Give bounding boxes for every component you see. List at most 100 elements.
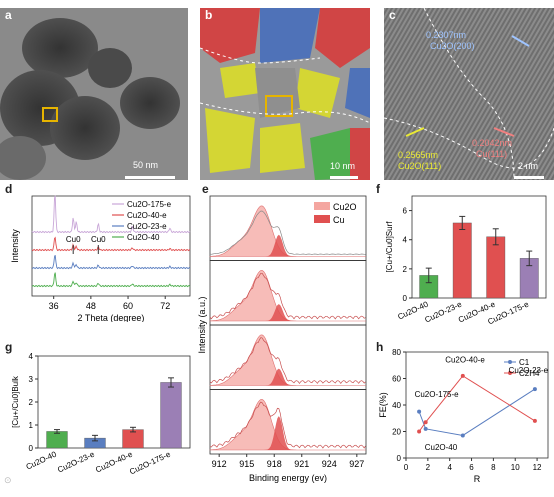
xps-subplot-frame: [209, 389, 367, 455]
legend-entry: C2H4: [519, 369, 540, 378]
lattice-plane-label: Cu(111): [476, 149, 508, 159]
xps-raw-spectrum: [209, 337, 366, 384]
category-label: Cu2O-23-e: [56, 449, 96, 474]
x-tick-label: 8: [491, 463, 496, 472]
point-annotation: Cu2O-23-e: [509, 366, 549, 375]
panel-f-label: f: [376, 182, 380, 196]
scale-bar-b-label: 10 nm: [330, 161, 356, 171]
x-axis-label: Binding energy (ev): [249, 473, 327, 483]
y-tick-label: 6: [403, 207, 408, 216]
y-tick-label: 3: [29, 375, 34, 384]
panel-b-hrtem-image: b 10 nm: [200, 8, 370, 180]
x-tick-label: 60: [123, 301, 133, 311]
y-tick-label: 2: [29, 398, 34, 407]
lattice-spacing-label: 0.2565nm: [398, 150, 439, 160]
panel-a-label: a: [5, 8, 12, 22]
data-point: [532, 387, 537, 392]
data-point: [423, 420, 428, 425]
panel-a-tem-image: a 50 nm: [0, 8, 188, 180]
xps-raw-spectrum: [209, 272, 366, 320]
y-tick-label: 80: [392, 348, 401, 357]
x-axis-label: 2 Theta (degree): [78, 313, 145, 322]
data-point: [423, 426, 428, 431]
x-tick-label: 12: [533, 463, 542, 472]
x-tick-label: 924: [322, 459, 337, 469]
panel-e-xps-chart: e Cu2O Cu 912 915 918 921 924 927 Binding energy…: [196, 182, 372, 492]
x-tick-label: 915: [239, 459, 254, 469]
y-tick-label: 4: [403, 236, 408, 245]
data-point: [460, 433, 465, 438]
panel-g-label: g: [5, 340, 13, 354]
y-tick-label: 4: [29, 352, 34, 361]
bulk-ratio-bars: 01234[Cu+/Cu0]BulkCu2O-40Cu2O-23-eCu2O-4…: [11, 352, 191, 476]
cu2o-component-area: [209, 205, 366, 257]
x-tick-label: 918: [267, 459, 282, 469]
legend-entry: C1: [519, 358, 530, 367]
legend-entry: Cu: [333, 215, 345, 225]
lattice-spacing-label: 0.2042nm: [472, 138, 513, 148]
xrd-series-line: [31, 272, 191, 288]
point-annotation: Cu2O-40: [425, 443, 458, 452]
panel-g-bulk-ratio-chart: g 0 1 2 3 4 [Cu+/Cu0]Bulk Cu2O-40 Cu2O-23-e Cu2O…: [0, 340, 200, 490]
scale-bar-c: [514, 176, 544, 179]
x-tick-label: 48: [86, 301, 96, 311]
y-tick-label: 2: [403, 265, 408, 274]
xps-raw-spectrum: [209, 401, 366, 449]
legend-entry: Cu2O-40-e: [127, 211, 167, 220]
tem-particles-graphic: [0, 8, 188, 180]
panel-c-label: c: [389, 8, 396, 22]
lattice-plane-label: Cu2O(111): [398, 161, 442, 171]
series-line: [418, 388, 536, 437]
y-axis-label: Intensity: [10, 229, 20, 263]
legend-entry: Cu2O-175-e: [127, 200, 172, 209]
panel-d-xrd-chart: d 36 48 60 72 2 Theta (degree) Intensity Cu2O-…: [0, 182, 200, 323]
bar: [452, 222, 472, 299]
plot-frame: [411, 195, 547, 299]
y-tick-label: 0: [397, 454, 402, 463]
legend-entry: Cu2O-23-e: [127, 222, 167, 231]
xrd-plot: 36 48 60 72 2 Theta (degree) Intensity Cu2O-17…: [10, 195, 191, 323]
y-tick-label: 20: [392, 428, 401, 437]
y-tick-label: 60: [392, 375, 401, 384]
data-point: [417, 409, 422, 414]
xrd-series-line: [31, 236, 191, 252]
scale-bar-c-label: 2 nm: [518, 161, 539, 171]
panel-c-lattice-image: c 0.2307nm Cu2O(200) 0.2565nm Cu2O(111) …: [384, 8, 554, 180]
y-tick-label: 0: [29, 444, 34, 453]
panel-e-label: e: [202, 182, 209, 196]
x-tick-label: 72: [160, 301, 170, 311]
panel-b-label: b: [205, 8, 213, 22]
xps-raw-spectrum: [209, 210, 366, 255]
panel-h-fe-chart: h 0 2 4 6 8 10 12 0 20 40 60 80 R FE(%) C1 C2H4 Cu2O-40-…: [374, 340, 554, 490]
bar: [486, 236, 506, 299]
category-label: Cu2O-175-e: [128, 449, 172, 476]
panel-h-label: h: [376, 340, 384, 354]
xrd-series-line: [31, 195, 191, 234]
x-tick-label: 4: [447, 463, 452, 472]
x-tick-label: 6: [469, 463, 474, 472]
bar: [160, 382, 182, 449]
data-point: [532, 418, 537, 423]
y-axis-label: Intensity (a.u.): [197, 296, 207, 353]
lattice-graphic: [384, 8, 554, 180]
cu2o-component-area: [209, 399, 366, 451]
x-tick-label: 912: [212, 459, 227, 469]
point-annotation: Cu2O-175-e: [415, 390, 460, 399]
x-tick-label: 927: [349, 459, 364, 469]
data-point: [417, 429, 422, 434]
x-axis-label: R: [474, 474, 481, 484]
scale-bar-a-label: 50 nm: [133, 160, 159, 170]
panel-f-surface-ratio-chart: f 0 2 4 6 [Cu+/Cu0]Surf Cu2O-40 Cu2O-23-e Cu2O-…: [374, 182, 554, 342]
legend-swatch: [314, 202, 330, 210]
watermark: ⊙: [4, 476, 12, 486]
x-tick-label: 2: [426, 463, 431, 472]
y-tick-label: 1: [29, 421, 34, 430]
legend-entry: Cu2O-40: [127, 233, 160, 242]
point-annotation: Cu2O-40-e: [445, 356, 485, 365]
panel-d-label: d: [5, 182, 13, 196]
x-tick-label: 36: [49, 301, 59, 311]
legend-marker: [508, 371, 512, 375]
plot-frame: [31, 195, 191, 297]
scale-bar-b: [330, 176, 358, 179]
xrd-series-line: [31, 255, 191, 270]
